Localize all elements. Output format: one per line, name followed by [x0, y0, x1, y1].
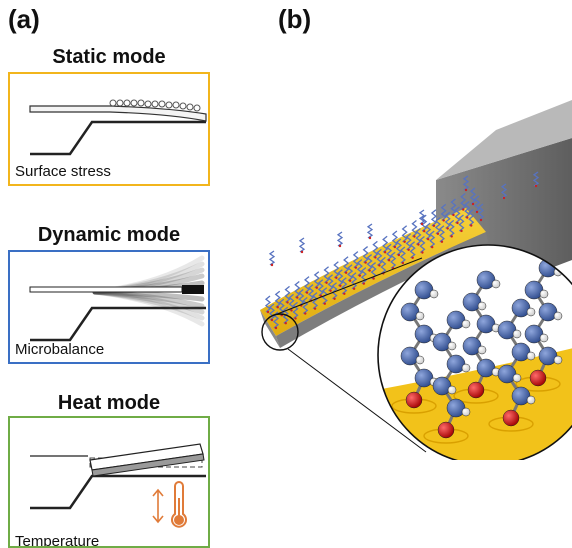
cantilever-top-surface [260, 208, 486, 336]
zoom-guide-top [271, 257, 423, 317]
zoom-inset-content [378, 245, 572, 460]
static-mode-title: Static mode [52, 46, 166, 68]
zoom-guide-bottom [287, 348, 427, 453]
dynamic-mode-panel: Microbalance [8, 250, 210, 364]
thermometer-icon [171, 481, 187, 528]
static-bent-cantilever [29, 105, 207, 122]
panel-a-label: (a) [8, 4, 40, 34]
dynamic-cantilever [29, 286, 183, 293]
substrate-top-face [436, 100, 572, 180]
static-mode-caption: Surface stress [15, 163, 111, 180]
heat-mode-title: Heat mode [57, 392, 161, 414]
temperature-arrow-icon [152, 488, 164, 524]
static-mode-diagram [29, 99, 207, 156]
panel-b-label: (b) [278, 4, 312, 34]
dynamic-mode-caption: Microbalance [15, 341, 105, 358]
heat-mode-diagram [30, 443, 206, 528]
zoom-source-circle [261, 313, 299, 351]
cantilever-tip-side [260, 310, 280, 348]
static-adsorbed-molecules [109, 99, 201, 112]
functionalized-cantilever-scene [260, 100, 572, 460]
heat-base-outline [30, 474, 206, 510]
zoom-inset-circle [377, 244, 572, 460]
dynamic-mode-diagram [29, 255, 206, 342]
dynamic-tip-mass [182, 285, 204, 294]
heat-mode-caption: Temperature [15, 533, 100, 548]
dynamic-mode-title: Dynamic mode [37, 224, 181, 246]
static-mode-panel: Surface stress [8, 72, 210, 186]
static-base-outline [30, 120, 206, 156]
heat-lower-layer [91, 453, 205, 477]
adsorbed-molecule-layer [264, 171, 540, 330]
dynamic-base-outline [30, 306, 206, 342]
heat-mode-panel: Temperature [8, 416, 210, 548]
